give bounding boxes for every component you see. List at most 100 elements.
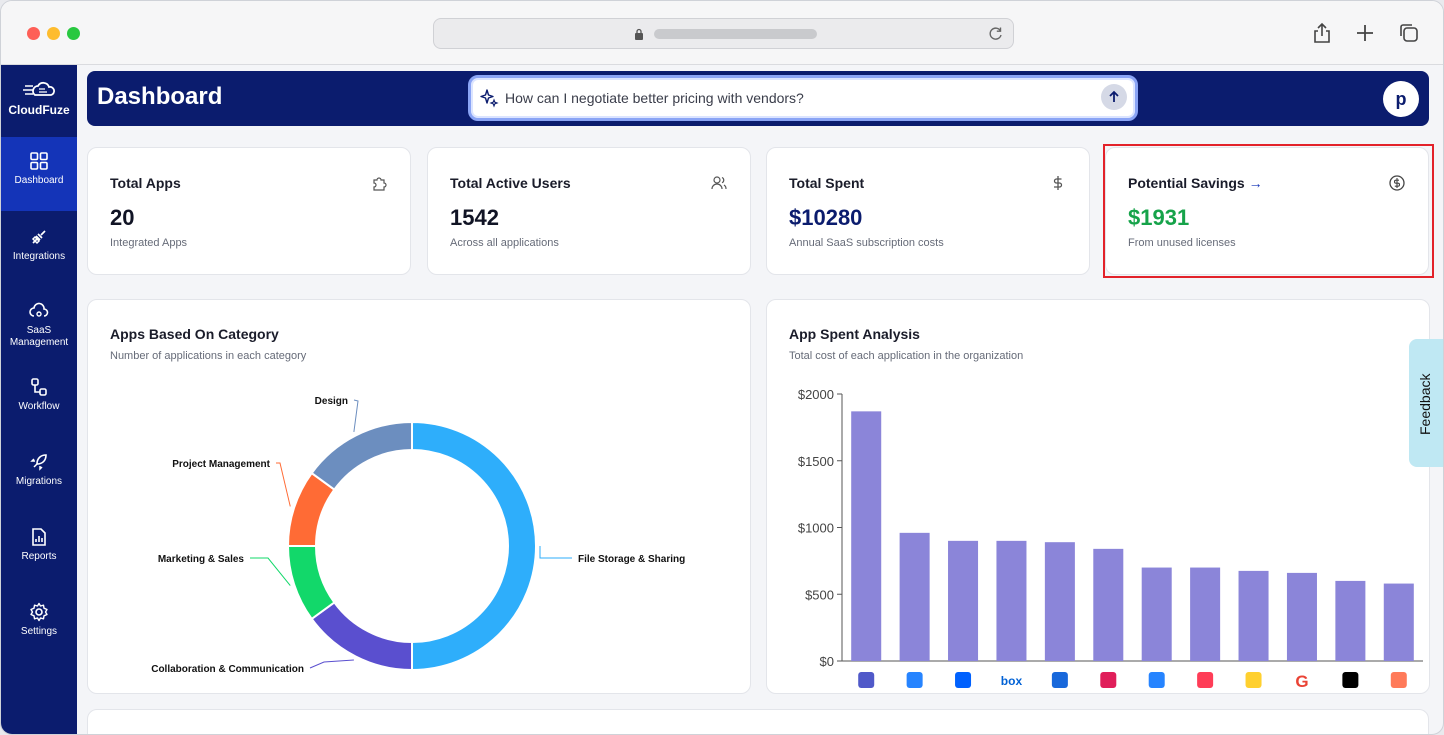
sidebar-item-saas-management[interactable]: SaaS Management	[1, 287, 77, 361]
dropbox-logo-icon	[955, 672, 972, 688]
stat-title: Total Active Users	[450, 175, 571, 191]
stat-subtitle: Integrated Apps	[110, 237, 188, 249]
minimize-window-button[interactable]	[47, 27, 60, 40]
donut-leader-line	[353, 399, 359, 433]
lock-icon	[635, 28, 643, 40]
address-bar[interactable]	[433, 18, 1014, 49]
feedback-label: Feedback	[1417, 373, 1433, 435]
stat-value: 20	[110, 205, 135, 230]
cloudfuze-logo-icon	[23, 81, 55, 96]
bar-bitbucket[interactable]	[1141, 567, 1172, 661]
send-button[interactable]	[1101, 84, 1127, 110]
sidebar-item-label: Migrations	[15, 476, 63, 487]
monday-logo-icon	[1197, 672, 1214, 688]
bar-teams[interactable]	[851, 411, 882, 661]
maximize-window-button[interactable]	[67, 27, 80, 40]
sidebar-item-reports[interactable]: Reports	[1, 513, 77, 587]
plug-icon	[31, 230, 46, 245]
url-text-redacted	[654, 29, 817, 39]
sidebar-item-label: Settings	[20, 626, 58, 637]
gear-icon	[30, 602, 48, 622]
bar-chart: $0 $500 $1000 $1500 $2000 box G	[798, 387, 1423, 691]
cloud-gear-icon	[29, 302, 49, 317]
stat-subtitle: Annual SaaS subscription costs	[789, 237, 944, 249]
donut-leader-line	[276, 462, 291, 507]
sidebar-item-migrations[interactable]: Migrations	[1, 438, 77, 512]
new-tab-icon[interactable]	[1353, 21, 1377, 45]
donut-slice[interactable]	[310, 601, 413, 672]
dollar-icon	[1053, 176, 1063, 190]
chart-title: Apps Based On Category	[110, 326, 279, 342]
bar-jira[interactable]	[899, 532, 930, 661]
donut-leader-line	[309, 659, 354, 669]
dollar-circle-icon	[1389, 175, 1405, 191]
stat-title: Total Apps	[110, 175, 181, 191]
bar-notion[interactable]	[1335, 580, 1366, 661]
donut-slice-label: Marketing & Sales	[158, 554, 245, 565]
sidebar-item-workflow[interactable]: Workflow	[1, 363, 77, 437]
box-logo-icon: box	[1001, 674, 1023, 688]
browser-titlebar	[1, 1, 1443, 65]
stat-title-text: Potential Savings	[1128, 175, 1245, 191]
apps-by-category-card: Apps Based On Category Number of applica…	[87, 299, 751, 694]
stat-value: 1542	[450, 205, 499, 230]
bar-miro[interactable]	[1238, 570, 1269, 661]
search-input[interactable]	[505, 88, 1065, 108]
donut-leader-line	[250, 557, 291, 586]
app-logo[interactable]: CloudFuze	[1, 79, 77, 135]
notion-logo-icon	[1342, 672, 1359, 688]
sidebar-item-dashboard[interactable]: Dashboard	[1, 137, 77, 211]
sidebar-item-label: Integrations	[12, 251, 66, 262]
puzzle-icon	[373, 177, 387, 191]
stat-card-total-apps: Total Apps 20 Integrated Apps	[87, 147, 411, 275]
close-window-button[interactable]	[27, 27, 40, 40]
sidebar-item-label: Reports	[21, 551, 57, 562]
bar-dropbox[interactable]	[948, 540, 979, 661]
report-icon	[32, 528, 46, 546]
donut-slice-label: Design	[315, 396, 348, 407]
bar-google[interactable]	[1286, 572, 1317, 661]
donut-slice[interactable]	[286, 545, 336, 621]
arrow-right-icon: →	[1248, 175, 1263, 191]
stat-subtitle: Across all applications	[450, 237, 559, 249]
sidebar-item-integrations[interactable]: Integrations	[1, 213, 77, 287]
sidebar-item-settings[interactable]: Settings	[1, 588, 77, 662]
donut-chart: File Storage & Sharing Collaboration & Co…	[151, 396, 685, 675]
donut-slice[interactable]	[411, 420, 537, 672]
y-tick-label: $0	[820, 654, 834, 669]
ai-search-box[interactable]	[468, 75, 1138, 121]
bar-monday[interactable]	[1190, 567, 1221, 661]
bar-hubspot[interactable]	[1383, 583, 1414, 661]
donut-slice[interactable]	[310, 420, 413, 491]
y-tick-label: $1000	[798, 521, 834, 536]
stat-title[interactable]: Potential Savings →	[1128, 175, 1263, 191]
bar-slack[interactable]	[1093, 548, 1124, 661]
tabs-overview-icon[interactable]	[1397, 21, 1421, 45]
y-tick-label: $2000	[798, 387, 834, 402]
bar-box[interactable]	[996, 540, 1027, 661]
stat-title: Total Spent	[789, 175, 865, 191]
stat-value: $1931	[1128, 205, 1190, 230]
feedback-tab[interactable]: Feedback	[1409, 339, 1443, 467]
y-tick-label: $1500	[798, 454, 834, 469]
page-title: Dashboard	[97, 83, 223, 110]
sidebar: CloudFuze Dashboard Integrations SaaS Ma…	[1, 65, 77, 734]
chart-title: App Spent Analysis	[789, 326, 920, 342]
bitbucket-logo-icon	[1148, 672, 1165, 688]
svg-text:box: box	[1001, 674, 1023, 688]
share-icon[interactable]	[1310, 21, 1334, 45]
reload-icon[interactable]	[987, 25, 1005, 43]
stat-card-potential-savings[interactable]: Potential Savings → $1931 From unused li…	[1105, 147, 1429, 275]
avatar[interactable]: p	[1383, 81, 1419, 117]
jira-logo-icon	[906, 672, 923, 688]
rocket-icon	[30, 454, 47, 471]
sidebar-item-label: Workflow	[18, 401, 60, 412]
confluence-logo-icon	[1051, 672, 1068, 688]
bar-confluence[interactable]	[1044, 542, 1075, 661]
google-logo-icon: G	[1295, 672, 1308, 691]
donut-slice-label: Collaboration & Communication	[151, 664, 304, 675]
donut-slice-label: File Storage & Sharing	[578, 554, 685, 565]
sidebar-item-label: SaaS Management	[9, 325, 69, 348]
slack-logo-icon	[1100, 672, 1117, 688]
